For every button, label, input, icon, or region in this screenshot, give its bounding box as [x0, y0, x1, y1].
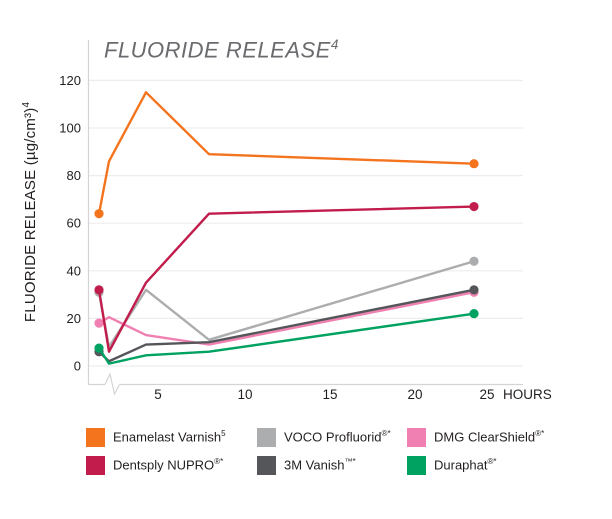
x-tick-label: 25 — [479, 387, 494, 402]
legend-label: Enamelast Varnish5 — [113, 429, 226, 445]
y-tick-label: 120 — [59, 73, 81, 88]
series-point-marker — [469, 159, 479, 169]
x-tick-label: 15 — [322, 387, 337, 402]
series-point-marker — [469, 309, 479, 319]
legend-item: Duraphat®* — [407, 455, 544, 475]
series-point-marker — [469, 201, 479, 212]
legend-swatch — [257, 427, 276, 447]
legend-label-superscript: ®* — [535, 429, 545, 439]
legend-label-superscript: ®* — [487, 457, 497, 467]
y-axis-label-superscript: 4 — [21, 101, 32, 108]
y-tick-label: 100 — [59, 121, 81, 136]
series-line — [97, 312, 476, 365]
x-axis-unit-label: HOURS — [503, 387, 552, 402]
series-line — [97, 91, 476, 215]
series-point-marker — [469, 285, 479, 295]
y-tick-label: 40 — [67, 263, 81, 278]
legend-swatch — [407, 455, 426, 475]
series-point-marker — [94, 343, 104, 353]
series-point-marker — [94, 285, 104, 295]
legend-item: Enamelast Varnish5 — [86, 427, 257, 447]
chart-legend: Enamelast Varnish5 VOCO Profluorid®* DMG C… — [86, 427, 544, 475]
y-tick-label: 60 — [67, 216, 81, 231]
y-tick-label: 80 — [67, 168, 81, 183]
y-tick-label: 0 — [74, 359, 81, 374]
x-tick-label: 10 — [237, 387, 252, 402]
legend-item: Dentsply NUPRO®* — [86, 455, 257, 475]
chart-title-superscript: 4 — [330, 37, 339, 52]
line-chart-plot: 0 20 40 60 80 100 120 5 10 15 20 25 HOURS — [59, 40, 552, 402]
series-point-marker — [469, 256, 479, 266]
legend-swatch — [86, 455, 105, 475]
y-tick-label: 20 — [67, 311, 81, 326]
legend-label: DMG ClearShield®* — [434, 429, 545, 445]
x-tick-label: 20 — [407, 387, 422, 402]
legend-label: VOCO Profluorid®* — [284, 429, 391, 445]
legend-item: DMG ClearShield®* — [407, 427, 544, 447]
legend-label-superscript: ®* — [214, 457, 224, 467]
series-line — [97, 288, 476, 363]
legend-swatch — [407, 427, 426, 447]
y-axis-label-text: FLUORIDE RELEASE (µg/cm³) — [22, 107, 39, 323]
chart-title-text: FLUORIDE RELEASE — [104, 37, 331, 63]
chart-title: FLUORIDE RELEASE4 — [104, 37, 339, 63]
legend-label: Dentsply NUPRO®* — [113, 457, 224, 473]
x-tick-label: 5 — [154, 387, 162, 402]
legend-label: 3M Vanish™* — [284, 457, 356, 473]
series-point-marker — [94, 318, 104, 328]
axis-break-icon — [104, 372, 121, 396]
legend-label-superscript: ™* — [344, 457, 356, 467]
series-point-marker — [94, 209, 104, 219]
legend-item: 3M Vanish™* — [257, 455, 407, 475]
y-axis-label: FLUORIDE RELEASE (µg/cm³)4 — [21, 102, 39, 322]
legend-label-superscript: ®* — [381, 429, 391, 439]
series-line — [97, 205, 476, 353]
legend-item: VOCO Profluorid®* — [257, 427, 407, 447]
series-line — [97, 291, 476, 346]
legend-label: Duraphat®* — [434, 457, 497, 473]
legend-swatch — [257, 455, 276, 475]
legend-label-superscript: 5 — [221, 429, 226, 439]
legend-swatch — [86, 427, 105, 447]
